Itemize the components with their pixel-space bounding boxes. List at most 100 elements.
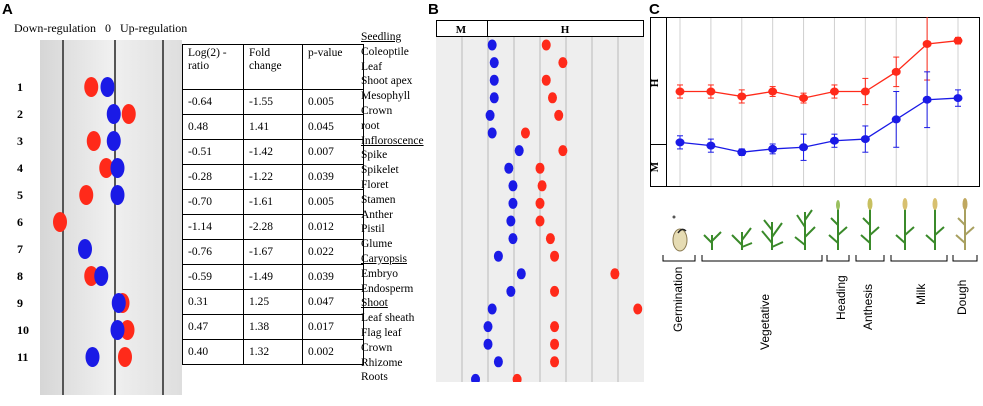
row-label: 8 [17,269,23,283]
tissue-item: Rhizome [361,356,403,369]
blue-dot [110,158,125,178]
table-header-fold-change: Fold change [243,44,303,90]
regulation-dots [53,77,136,367]
red-dot [545,233,555,245]
row-label: 6 [17,215,23,229]
tissue-list: Seedling Coleoptile Leaf Shoot apex Mesophyl… [361,30,424,385]
red-dot [550,250,560,262]
blue-dot [487,39,497,51]
log-ratio-cell: -1.14 [182,214,244,240]
blue-point [860,135,870,144]
fold-change-cell: 1.25 [243,289,303,315]
tissue-h-label: H [561,24,570,36]
fold-change-cell: -1.49 [243,264,303,290]
plant-growth-illustration [662,198,978,262]
fold-change-cell: -2.28 [243,214,303,240]
tissue-item: Spikelet [361,164,399,177]
blue-dot [487,303,497,315]
tissue-item: Floret [361,178,389,191]
tissue-m-label: M [456,24,467,36]
blue-point [829,136,839,145]
red-series-line [680,40,959,99]
blue-dot [85,347,100,367]
p-value-cell: 0.039 [302,264,364,290]
red-dot [512,373,522,382]
dev-m-box [650,144,667,187]
red-dot [547,92,557,104]
row-label: 2 [17,107,23,121]
tissue-item: Spike [361,149,388,162]
tissue-h-box [487,20,644,37]
red-dot [520,127,530,139]
stage-heading: Heading [834,275,848,320]
tissue-item: root [361,119,380,132]
tissue-group-header: Seedling [361,31,402,43]
panel-c-letter: C [649,1,660,18]
blue-dot [489,92,499,104]
red-point [768,87,778,96]
red-dot [541,74,551,86]
blue-dot [106,104,121,124]
red-dot [535,215,545,227]
red-point [953,36,963,45]
row-label: 7 [17,242,23,256]
p-value-cell: 0.045 [302,114,364,140]
fold-change-cell: -1.55 [243,89,303,115]
dough-plant-icon [955,198,975,250]
blue-dot [100,77,115,97]
heading-plant-icon [828,200,848,250]
fold-change-cell: 1.41 [243,114,303,140]
table-row: -0.70 -1.61 0.005 [182,189,364,215]
table-row: -0.51 -1.42 0.007 [182,139,364,165]
blue-point [922,95,932,104]
log-ratio-cell: -0.51 [182,139,244,165]
panel-b-letter: B [428,1,439,18]
blue-dot [489,57,499,69]
tissue-item: Mesophyll [361,90,411,103]
blue-point [953,94,963,103]
fold-change-cell: -1.42 [243,139,303,165]
tissue-item: Crown [361,341,393,354]
tissue-item: Crown [361,104,393,117]
red-dot [79,185,94,205]
red-dot [610,268,620,280]
tissue-item: Leaf [361,60,383,73]
blue-dot [489,74,499,86]
blue-dot [106,131,121,151]
red-point [737,92,747,101]
tissue-item: Roots [361,371,388,384]
red-point [860,87,870,96]
log-ratio-cell: -0.70 [182,189,244,215]
tissue-item: Endosperm [361,282,414,295]
red-point [706,87,716,96]
red-series [675,17,963,106]
stage-anthesis: Anthesis [861,283,875,330]
table-header-row: Log(2) -ratio Fold change p-value [182,44,364,90]
table-row: 0.48 1.41 0.045 [182,114,364,140]
table-row: -0.28 -1.22 0.039 [182,164,364,190]
red-dot [541,39,551,51]
fold-change-cell: -1.22 [243,164,303,190]
red-dot [84,77,99,97]
row-label: 3 [17,134,23,148]
red-dot [633,303,643,315]
red-dot [535,162,545,174]
red-point [891,67,901,76]
panel-a-letter: A [2,1,13,18]
blue-series [675,71,963,161]
log-ratio-cell: -0.76 [182,239,244,265]
dev-h-label: H [650,78,661,87]
tissue-group-header: Infloroscence [361,134,424,147]
red-dot [120,320,135,340]
red-point [799,94,809,103]
blue-dot [508,233,518,245]
tissue-item: Flag leaf [361,326,402,339]
log-ratio-cell: -0.64 [182,89,244,115]
red-dot [550,285,560,297]
tissue-group-header: Caryopsis [361,252,407,265]
p-value-cell: 0.017 [302,314,364,340]
red-dot [535,197,545,209]
fold-change-cell: 1.38 [243,314,303,340]
table-row: -1.14 -2.28 0.012 [182,214,364,240]
development-line-chart: H M [650,17,980,187]
